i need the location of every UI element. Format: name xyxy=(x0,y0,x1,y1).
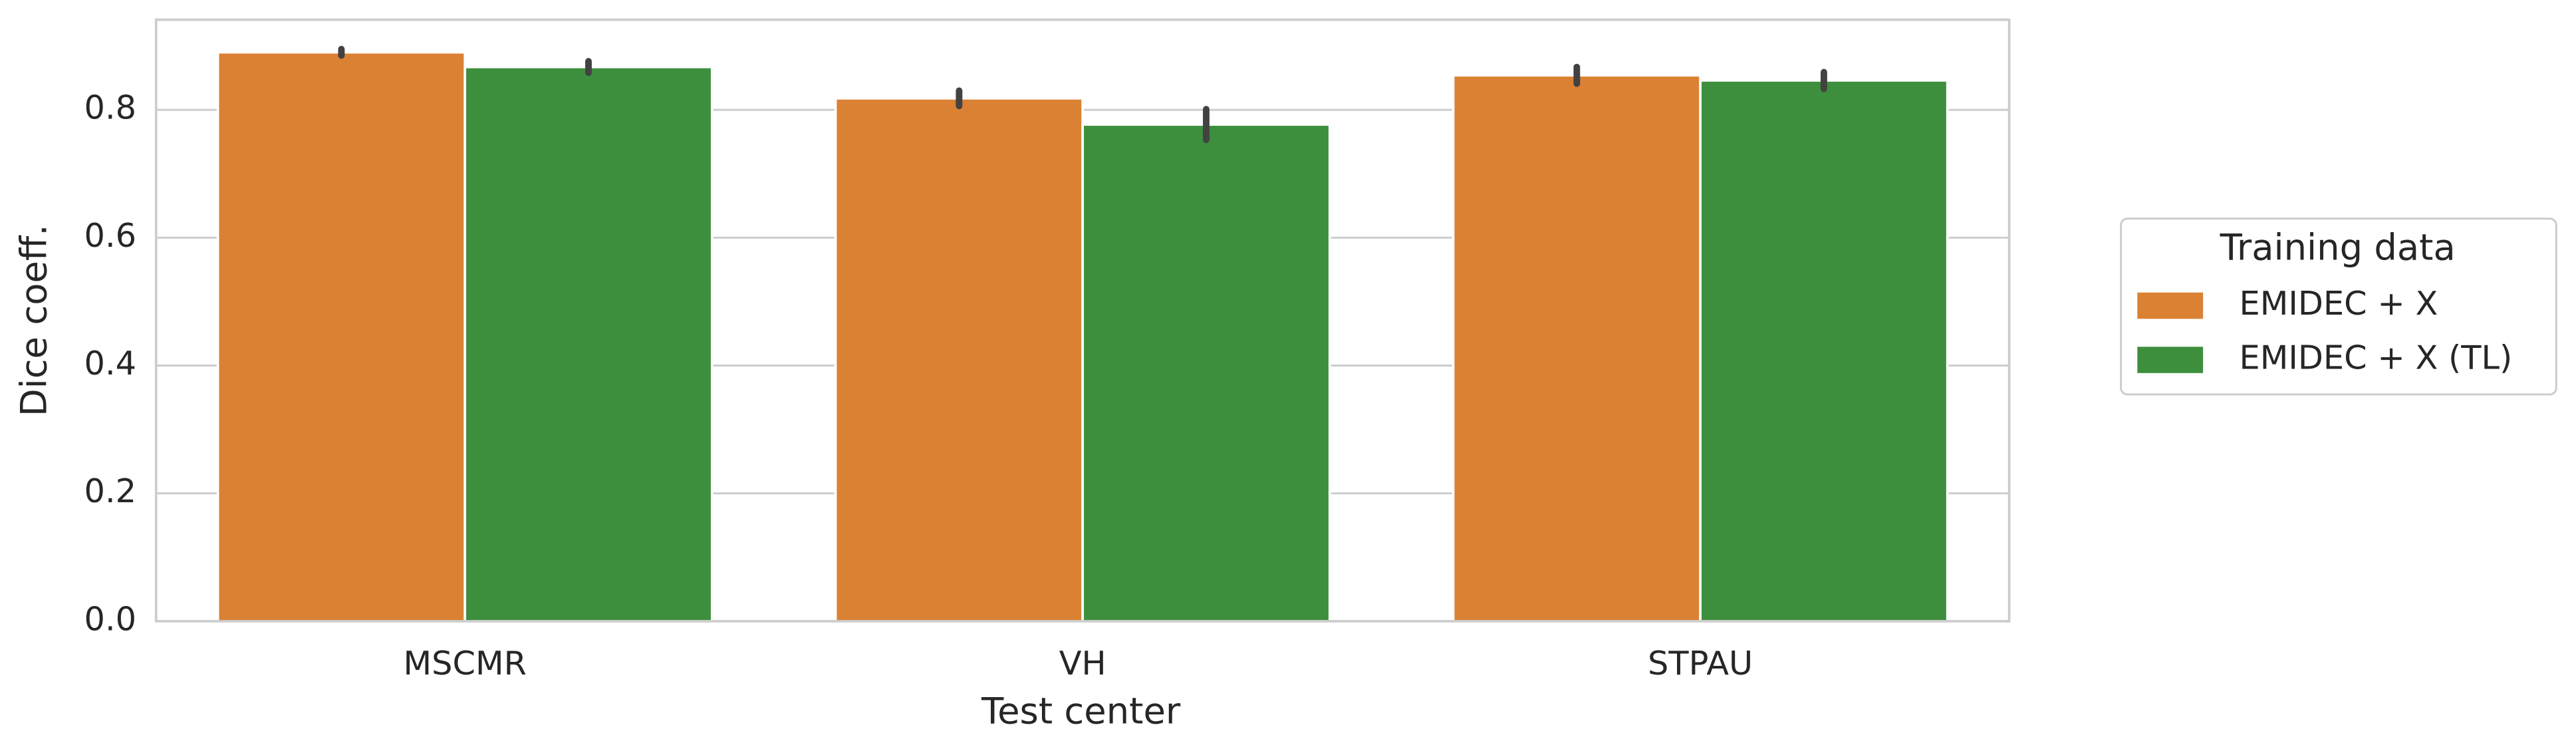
y-axis-label: Dice coeff. xyxy=(13,224,55,416)
legend-label: EMIDEC + X xyxy=(2239,284,2438,323)
legend-box xyxy=(2120,218,2557,396)
y-tick-label: 0.0 xyxy=(84,599,137,638)
plot-frame xyxy=(154,18,2011,623)
y-tick-label: 0.2 xyxy=(84,472,137,510)
legend-label: EMIDEC + X (TL) xyxy=(2239,339,2512,377)
x-tick-label: VH xyxy=(1059,644,1106,682)
legend-swatch xyxy=(2137,347,2204,373)
legend-swatch xyxy=(2137,292,2204,319)
x-tick-label: STPAU xyxy=(1648,644,1753,682)
x-tick-label: MSCMR xyxy=(403,644,526,682)
bar xyxy=(1699,79,1949,623)
bar xyxy=(463,65,713,623)
x-axis-label: Test center xyxy=(981,690,1181,732)
bar xyxy=(1452,74,1702,623)
y-tick-label: 0.4 xyxy=(84,344,137,382)
bar xyxy=(1081,123,1331,623)
y-tick-label: 0.6 xyxy=(84,216,137,255)
bar xyxy=(216,51,467,623)
y-tick-label: 0.8 xyxy=(84,88,137,127)
legend-title: Training data xyxy=(2220,227,2456,269)
bar xyxy=(834,96,1085,623)
